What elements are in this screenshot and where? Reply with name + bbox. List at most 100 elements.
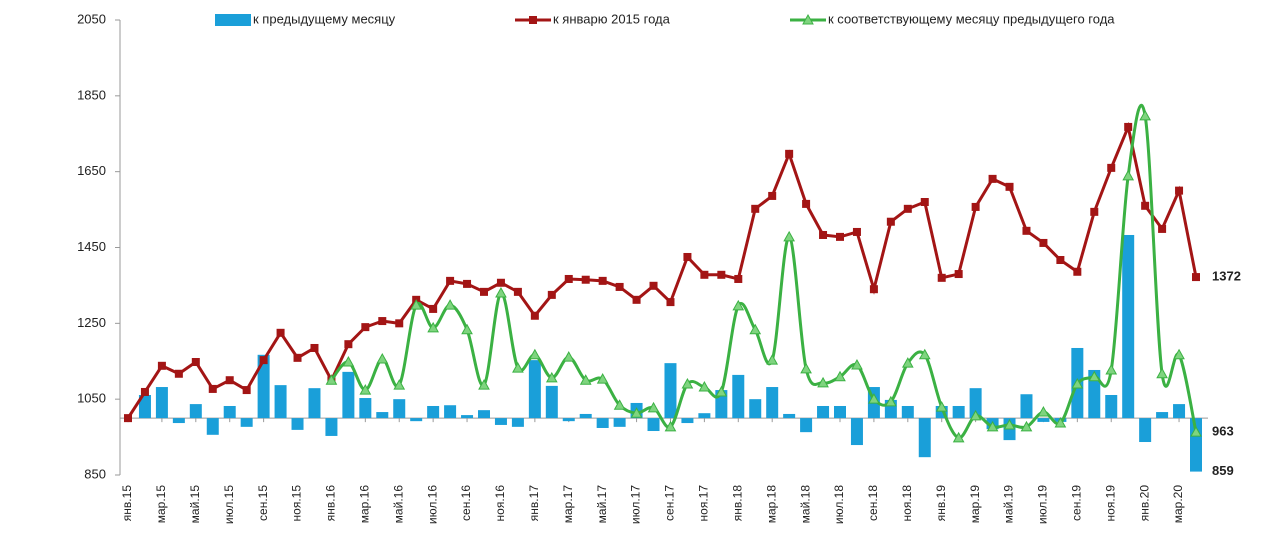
marker <box>1003 418 1016 430</box>
bar <box>579 413 592 419</box>
marker <box>681 377 694 389</box>
marker <box>918 348 931 360</box>
marker <box>1037 406 1050 417</box>
marker <box>749 323 762 335</box>
bar <box>359 398 372 419</box>
marker <box>800 362 812 374</box>
marker <box>225 376 234 385</box>
x-tick-label: мар.20 <box>1171 485 1185 524</box>
bar <box>427 405 440 419</box>
bar <box>969 388 982 419</box>
marker <box>937 273 946 282</box>
bar <box>1088 369 1101 419</box>
marker <box>174 369 183 378</box>
marker <box>834 370 846 382</box>
marker <box>969 409 982 421</box>
marker <box>478 379 490 390</box>
bar <box>800 418 813 433</box>
marker <box>1158 224 1167 233</box>
marker <box>901 357 914 368</box>
marker <box>986 420 999 432</box>
bar <box>342 371 355 419</box>
bar <box>783 413 796 419</box>
marker <box>310 343 319 352</box>
bar <box>461 415 474 419</box>
bar <box>698 413 711 419</box>
value-label: 859 <box>1212 463 1234 478</box>
bar <box>376 412 389 419</box>
x-tick-label: июл.18 <box>832 485 846 524</box>
bar <box>1139 418 1152 443</box>
marker <box>717 270 726 279</box>
y-tick-label: 1650 <box>77 163 106 178</box>
x-tick-label: янв.16 <box>324 485 338 522</box>
bar <box>1173 404 1186 419</box>
marker <box>562 351 575 362</box>
marker <box>785 149 794 158</box>
marker <box>293 353 302 362</box>
marker <box>1105 363 1118 375</box>
marker <box>935 401 948 412</box>
marker <box>885 395 897 407</box>
marker <box>732 299 745 311</box>
marker <box>140 387 149 396</box>
bar <box>545 385 558 419</box>
marker <box>547 290 556 299</box>
x-tick-label: июл.16 <box>425 485 439 524</box>
x-tick-label: янв.17 <box>527 485 541 522</box>
marker <box>903 204 912 213</box>
x-tick-label: июл.15 <box>222 485 236 524</box>
marker <box>359 384 372 395</box>
marker <box>512 362 524 373</box>
marker <box>596 373 609 384</box>
x-tick-label: май.16 <box>391 485 405 524</box>
legend-label: к предыдущему месяцу <box>253 11 396 26</box>
bar <box>206 418 219 435</box>
marker <box>1192 273 1200 282</box>
bar <box>410 418 423 422</box>
marker <box>920 198 929 206</box>
marker <box>666 298 675 307</box>
marker <box>429 304 438 313</box>
marker <box>869 285 878 294</box>
bar <box>1190 418 1202 472</box>
marker <box>463 279 472 288</box>
marker <box>579 374 592 385</box>
x-tick-label: сен.17 <box>663 485 677 521</box>
marker <box>444 299 456 310</box>
marker <box>1139 109 1151 121</box>
x-tick-label: ноя.15 <box>290 485 304 522</box>
marker <box>632 295 641 304</box>
bar <box>1122 234 1135 419</box>
marker <box>649 281 658 290</box>
bar <box>494 418 507 425</box>
x-tick-label: мар.17 <box>561 485 575 524</box>
marker <box>751 204 760 213</box>
x-tick-label: янв.20 <box>1137 485 1151 522</box>
marker <box>496 278 505 287</box>
marker <box>410 299 423 310</box>
bar <box>647 418 660 432</box>
marker <box>208 384 217 393</box>
marker <box>1005 182 1014 191</box>
value-label: 963 <box>1212 424 1234 439</box>
bar <box>291 418 304 430</box>
marker <box>988 174 997 183</box>
marker <box>952 431 965 443</box>
marker <box>157 361 166 370</box>
y-tick-label: 2050 <box>77 11 106 26</box>
x-tick-label: май.15 <box>188 485 202 524</box>
marker <box>242 386 251 395</box>
x-tick-label: янв.15 <box>120 485 134 522</box>
legend-marker <box>529 16 537 24</box>
marker <box>1124 122 1133 131</box>
x-tick-label: май.17 <box>595 485 609 524</box>
marker <box>715 385 728 397</box>
x-tick-label: мар.18 <box>764 485 778 524</box>
marker <box>1020 420 1033 432</box>
y-tick-label: 1850 <box>77 87 106 102</box>
bar <box>766 387 779 419</box>
x-tick-label: ноя.17 <box>697 485 711 522</box>
bar <box>155 387 168 419</box>
bar <box>478 410 490 419</box>
